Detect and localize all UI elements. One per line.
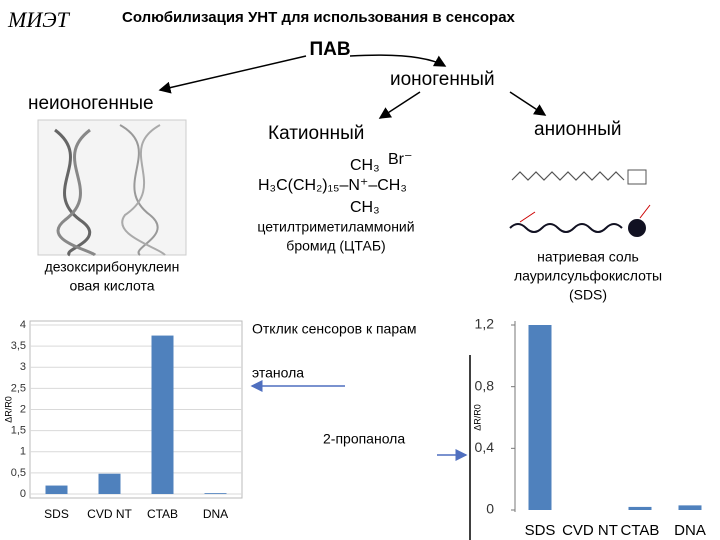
y-tick-label: 1 [20, 446, 26, 458]
logo: МИЭТ [7, 7, 71, 32]
arrow [349, 54, 447, 67]
bar [628, 506, 652, 510]
bar [45, 485, 68, 494]
caption-line: дезоксирибонуклеин [45, 259, 180, 275]
y-tick-label: 0,4 [475, 439, 495, 455]
x-tick-label: CVD NT [562, 522, 618, 539]
bar [98, 473, 121, 494]
x-tick-label: SDS [44, 507, 69, 521]
bar [678, 505, 702, 510]
y-axis-label: ΔR/R0 [472, 404, 482, 431]
bar [151, 335, 174, 494]
y-tick-label: 1,2 [475, 316, 495, 332]
formula-middle: H₃C(CH₂)₁₅–N⁺–CH₃ [258, 177, 407, 194]
y-tick-label: 2,5 [11, 382, 26, 394]
caption-line: бромид (ЦТАБ) [286, 238, 385, 254]
formula-top: CH₃ [350, 157, 380, 174]
annotation: 2-пропанола [323, 431, 405, 447]
y-tick-label: 2 [20, 403, 26, 415]
anionic-node: анионный [534, 119, 622, 140]
bar [528, 325, 552, 510]
cationic-node: Катионный [268, 123, 364, 144]
y-tick-label: 0,8 [475, 377, 495, 393]
y-tick-label: 0,5 [11, 467, 26, 479]
caption-line: цетилтриметиламмоний [257, 219, 414, 235]
caption-line: натриевая соль [537, 249, 639, 265]
arrow [378, 91, 421, 119]
nonionic-node: неионогенные [28, 93, 154, 114]
y-tick-label: 4 [20, 319, 26, 331]
y-tick-label: 0 [486, 501, 494, 517]
caption-line: овая кислота [69, 278, 154, 294]
root-node: ПАВ [309, 39, 350, 60]
annotation: этанола [252, 365, 304, 381]
x-tick-label: CTAB [147, 507, 178, 521]
y-axis-label: ΔR/R0 [3, 396, 13, 423]
x-tick-label: SDS [525, 522, 556, 539]
x-tick-label: CTAB [621, 522, 660, 539]
caption-line: (SDS) [569, 287, 607, 303]
captions: дезоксирибонуклеин овая кислота цетилтриме… [45, 219, 662, 303]
x-tick-label: DNA [203, 507, 228, 521]
y-tick-label: 0 [20, 488, 26, 500]
y-tick-label: 1,5 [11, 425, 26, 437]
slide-title: Солюбилизация УНТ для использования в се… [122, 9, 516, 26]
bar [204, 493, 227, 494]
annotation: Отклик сенсоров к парам [252, 321, 417, 337]
x-tick-label: CVD NT [87, 507, 132, 521]
caption-line: лаурилсульфокислоты [514, 268, 662, 284]
y-tick-label: 3,5 [11, 340, 26, 352]
x-tick-label: DNA [674, 522, 706, 539]
formula-ion: Br⁻ [388, 151, 412, 168]
sds-image [509, 169, 651, 237]
arrow [509, 91, 547, 116]
y-tick-label: 3 [20, 361, 26, 373]
ionic-node: ионогенный [390, 69, 495, 90]
arrow [158, 55, 307, 94]
formula-bottom: CH₃ [350, 199, 380, 216]
dna-image [37, 119, 187, 257]
